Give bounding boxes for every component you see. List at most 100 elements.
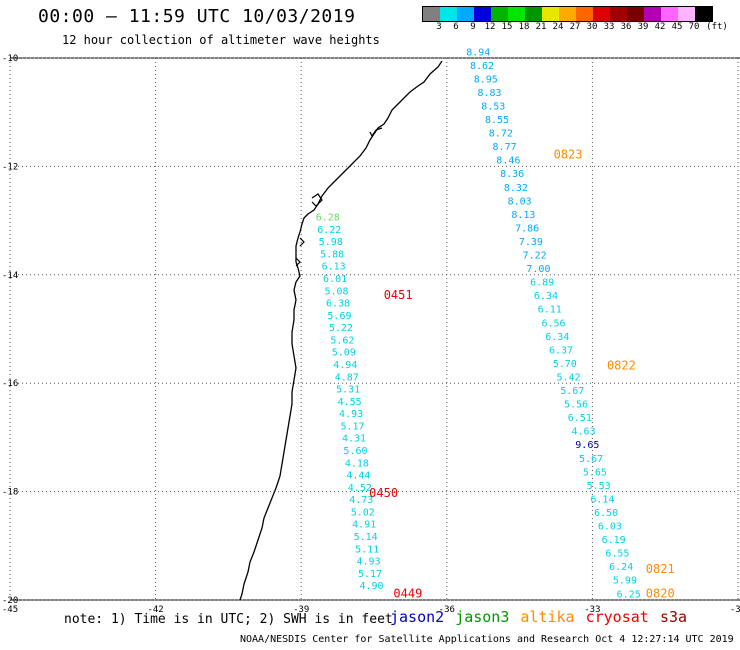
legend-item-jason2: jason2 <box>390 608 445 626</box>
pass-time-label: 0823 <box>554 147 583 161</box>
wave-height-value: 6.34 <box>534 291 558 302</box>
wave-height-value: 8.53 <box>481 101 505 112</box>
pass-time-label: 0451 <box>384 288 413 302</box>
wave-height-value: 6.34 <box>545 332 569 343</box>
wave-height-value: 8.55 <box>485 115 509 126</box>
wave-height-value: 4.87 <box>335 372 359 383</box>
colorbar-unit: (ft) <box>706 22 728 32</box>
wave-height-value: 6.01 <box>323 274 347 285</box>
longitude-label: -42 <box>147 605 163 615</box>
wave-height-value: 5.56 <box>564 400 588 411</box>
colorbar-tick-label: 21 <box>535 22 547 32</box>
wave-height-value: 9.65 <box>575 440 599 451</box>
wave-height-value: 4.93 <box>339 409 363 420</box>
colorbar <box>422 6 713 22</box>
wave-height-value: 5.60 <box>343 446 367 457</box>
legend-item-altika: altika <box>520 608 575 626</box>
wave-height-value: 8.94 <box>466 47 490 58</box>
wave-height-value: 7.00 <box>526 264 550 275</box>
colorbar-swatch <box>610 7 627 21</box>
wave-height-value: 5.11 <box>355 544 379 555</box>
legend-item-s3a: s3a <box>660 608 688 626</box>
wave-height-value: 7.22 <box>523 251 547 262</box>
colorbar-swatch <box>440 7 457 21</box>
pass-time-label: 0450 <box>369 486 398 500</box>
wave-height-value: 5.17 <box>341 421 365 432</box>
coastline-detail <box>295 127 383 267</box>
colorbar-swatch <box>542 7 559 21</box>
subtitle: 12 hour collection of altimeter wave hei… <box>62 33 380 47</box>
wave-height-value: 4.94 <box>333 360 357 371</box>
latitude-label: -12 <box>2 162 18 172</box>
wave-height-value: 8.83 <box>477 88 501 99</box>
wave-height-value: 6.89 <box>530 278 554 289</box>
wave-height-value: 6.55 <box>605 549 629 560</box>
wave-height-value: 5.22 <box>329 323 353 334</box>
wave-height-value: 6.03 <box>598 522 622 533</box>
colorbar-tick-label: 15 <box>501 22 513 32</box>
wave-height-value: 5.17 <box>358 569 382 580</box>
longitude-label: -39 <box>293 605 309 615</box>
wave-height-value: 7.86 <box>515 223 539 234</box>
footer-credit: NOAA/NESDIS Center for Satellite Applica… <box>240 634 734 645</box>
wave-height-value: 5.53 <box>587 481 611 492</box>
longitude-label: -45 <box>2 605 18 615</box>
colorbar-tick-label: 24 <box>552 22 564 32</box>
wave-height-value: 4.52 <box>348 483 372 494</box>
wave-height-value: 6.13 <box>322 262 346 273</box>
wave-height-value: 5.31 <box>336 385 360 396</box>
colorbar-tick-label: 45 <box>671 22 683 32</box>
pass-time-label: 0820 <box>646 586 675 600</box>
colorbar-tick-label: 3 <box>436 22 442 32</box>
wave-height-value: 5.62 <box>330 335 354 346</box>
latitude-label: -14 <box>2 271 18 281</box>
colorbar-swatch <box>678 7 695 21</box>
pass-time-label: 0822 <box>607 359 636 373</box>
colorbar-swatch <box>525 7 542 21</box>
colorbar-tick-label: 12 <box>484 22 496 32</box>
wave-height-value: 8.72 <box>489 129 513 140</box>
wave-height-value: 5.99 <box>613 576 637 587</box>
wave-height-value: 5.65 <box>583 467 607 478</box>
colorbar-swatch <box>661 7 678 21</box>
wave-height-value: 5.98 <box>319 237 343 248</box>
wave-height-value: 6.56 <box>541 318 565 329</box>
latitude-label: -16 <box>2 379 18 389</box>
wave-height-value: 5.88 <box>320 249 344 260</box>
wave-height-value: 6.28 <box>316 213 340 224</box>
wave-height-value: 5.67 <box>560 386 584 397</box>
wave-height-value: 6.11 <box>538 305 562 316</box>
colorbar-swatch <box>576 7 593 21</box>
latitude-label: -20 <box>2 596 18 606</box>
colorbar-swatch <box>457 7 474 21</box>
wave-height-value: 6.19 <box>602 535 626 546</box>
wave-height-value: 6.14 <box>590 494 614 505</box>
wave-height-value: 4.93 <box>357 557 381 568</box>
colorbar-swatch <box>644 7 661 21</box>
legend-item-jason3: jason3 <box>455 608 510 626</box>
wave-height-value: 7.39 <box>519 237 543 248</box>
colorbar-tick-label: 33 <box>603 22 615 32</box>
note-text: note: 1) Time is in UTC; 2) SWH is in fe… <box>64 612 393 627</box>
wave-height-value: 5.70 <box>553 359 577 370</box>
wave-height-value: 4.63 <box>572 427 596 438</box>
wave-height-value: 5.08 <box>324 286 348 297</box>
wave-height-value: 5.42 <box>556 372 580 383</box>
colorbar-tick-label: 70 <box>688 22 700 32</box>
colorbar-tick-label: 27 <box>569 22 581 32</box>
colorbar-tick-label: 36 <box>620 22 632 32</box>
longitude-label: -30 <box>730 605 740 615</box>
colorbar-tick-label: 9 <box>470 22 476 32</box>
wave-height-value: 8.46 <box>496 156 520 167</box>
latitude-label: -18 <box>2 488 18 498</box>
colorbar-swatch <box>593 7 610 21</box>
wave-height-value: 8.95 <box>474 74 498 85</box>
wave-height-value: 5.69 <box>327 311 351 322</box>
legend-item-cryosat: cryosat <box>585 608 649 626</box>
wave-height-value: 4.90 <box>359 581 383 592</box>
colorbar-tick-label: 6 <box>453 22 459 32</box>
colorbar-tick-label: 39 <box>637 22 649 32</box>
colorbar-swatch <box>627 7 644 21</box>
wave-height-value: 4.44 <box>346 471 370 482</box>
